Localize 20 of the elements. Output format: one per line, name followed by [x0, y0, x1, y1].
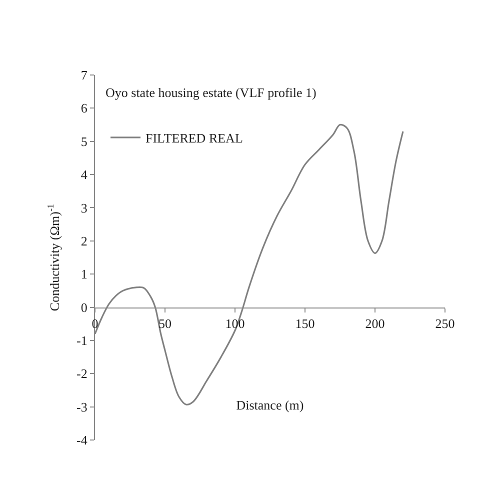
y-tick-label: -3: [76, 399, 88, 414]
y-tick-label: -4: [76, 432, 88, 448]
y-tick-label: 1: [80, 266, 88, 282]
y-tick-label: 7: [80, 68, 88, 83]
legend-label: FILTERED REAL: [146, 130, 243, 146]
y-tick-label: 6: [80, 100, 88, 116]
y-tick-label: 2: [80, 233, 88, 248]
x-tick-label: 250: [435, 316, 455, 331]
y-tick-label: 5: [80, 134, 88, 149]
y-tick-label: -2: [76, 366, 88, 382]
x-tick-label: 50: [158, 316, 172, 331]
x-tick-label: 200: [365, 316, 385, 331]
y-tick-label: 3: [80, 200, 88, 216]
x-tick-label: 0: [92, 316, 98, 331]
x-axis-title: Distance (m): [236, 397, 304, 412]
y-tick-label: 4: [80, 167, 88, 182]
y-tick-label: 0: [80, 300, 88, 315]
x-tick-label: 150: [295, 316, 315, 331]
y-tick-label: -1: [76, 333, 88, 348]
text: Oyo state housing estate (VLF profile 1): [106, 84, 316, 100]
